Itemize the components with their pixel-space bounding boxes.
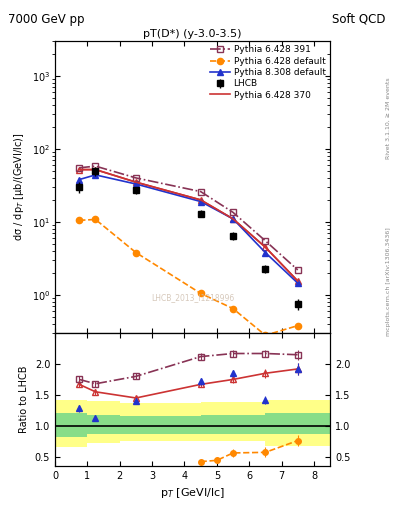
Pythia 6.428 391	[263, 238, 268, 244]
Text: mcplots.cern.ch [arXiv:1306.3436]: mcplots.cern.ch [arXiv:1306.3436]	[386, 227, 391, 336]
Pythia 8.308 default	[231, 216, 235, 222]
Pythia 6.428 391	[296, 267, 300, 273]
Pythia 8.308 default	[134, 181, 138, 187]
Pythia 8.308 default	[93, 172, 98, 178]
Text: 7000 GeV pp: 7000 GeV pp	[8, 13, 84, 26]
Pythia 6.428 default	[296, 323, 300, 329]
Legend: Pythia 6.428 391, Pythia 6.428 default, Pythia 8.308 default, LHCB, Pythia 6.428: Pythia 6.428 391, Pythia 6.428 default, …	[210, 46, 326, 99]
Pythia 6.428 default	[77, 217, 82, 223]
Pythia 6.428 default	[93, 217, 98, 223]
Y-axis label: Ratio to LHCB: Ratio to LHCB	[19, 366, 29, 433]
Pythia 6.428 default	[231, 306, 235, 312]
Pythia 8.308 default	[77, 177, 82, 183]
Pythia 8.308 default	[296, 280, 300, 286]
Pythia 6.428 391	[93, 163, 98, 169]
Pythia 6.428 default	[263, 332, 268, 338]
Line: Pythia 6.428 default: Pythia 6.428 default	[76, 217, 301, 338]
Y-axis label: dσ / dp$_T$ [μb/(GeVI/lc)]: dσ / dp$_T$ [μb/(GeVI/lc)]	[12, 133, 26, 241]
Line: Pythia 6.428 391: Pythia 6.428 391	[76, 163, 301, 273]
X-axis label: p$_T$ [GeVI/lc]: p$_T$ [GeVI/lc]	[160, 486, 225, 500]
Pythia 6.428 391	[198, 188, 203, 195]
Text: Rivet 3.1.10, ≥ 2M events: Rivet 3.1.10, ≥ 2M events	[386, 77, 391, 159]
Pythia 6.428 default	[134, 249, 138, 255]
Pythia 8.308 default	[263, 249, 268, 255]
Text: LHCB_2013_I1218996: LHCB_2013_I1218996	[151, 293, 234, 303]
Line: Pythia 8.308 default: Pythia 8.308 default	[76, 172, 301, 286]
Text: Soft QCD: Soft QCD	[332, 13, 385, 26]
Pythia 6.428 391	[231, 209, 235, 216]
Pythia 8.308 default	[198, 199, 203, 205]
Pythia 6.428 391	[77, 165, 82, 171]
Pythia 6.428 default	[198, 290, 203, 296]
Pythia 6.428 391	[134, 175, 138, 181]
Title: pT(D*) (y-3.0-3.5): pT(D*) (y-3.0-3.5)	[143, 29, 242, 39]
